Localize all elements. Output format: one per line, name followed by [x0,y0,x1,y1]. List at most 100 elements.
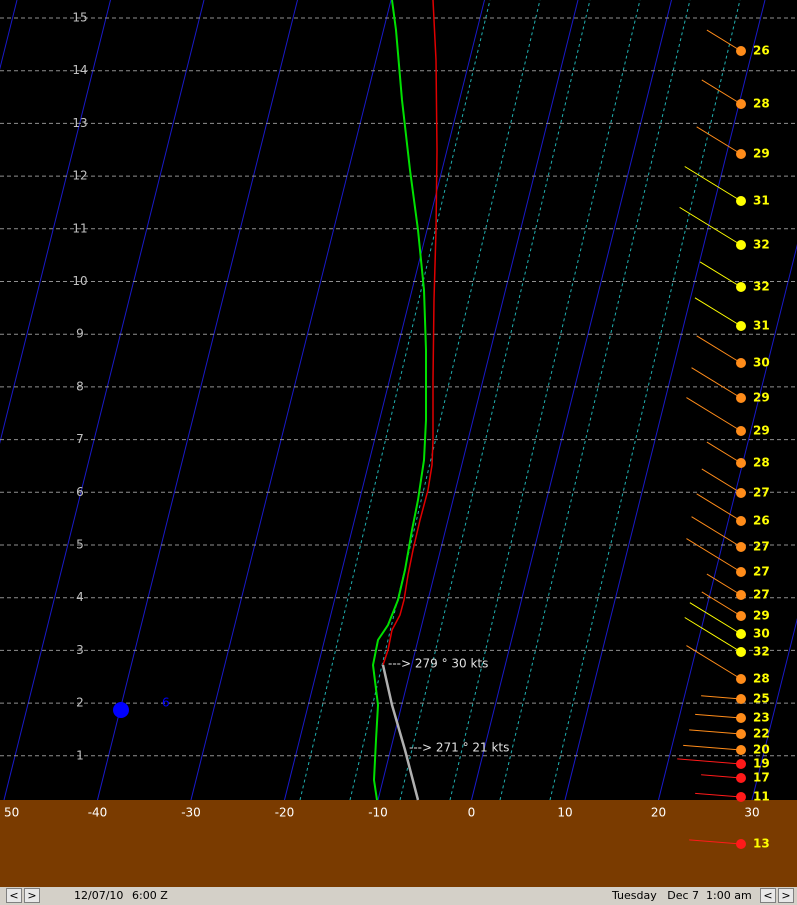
wind-marker [736,590,746,600]
isotherm [190,0,392,801]
wind-barb [686,538,742,573]
wind-marker [736,694,746,704]
wind-marker [736,542,746,552]
temperature-label: -20 [275,806,295,820]
wind-speed: 26 [753,514,770,528]
wind-barb [694,297,742,327]
wind-speed: 28 [753,456,770,470]
height-label: 13 [72,116,87,130]
temperature-label: -10 [368,806,388,820]
wind-barb [701,774,742,779]
wind-speed: 29 [753,147,770,161]
isotherm [564,0,766,801]
wind-barb [696,126,742,155]
wind-speed: 29 [753,424,770,438]
temperature-label: -40 [88,806,108,820]
isotherm [284,0,485,801]
wind-marker [736,759,746,769]
plot-background [0,0,797,800]
next-button[interactable]: > [778,888,794,903]
mixing-line [349,0,541,801]
height-label: 4 [76,590,84,604]
wind-barb [696,493,742,522]
local-time: Tuesday Dec 7 1:00 am [612,889,752,902]
temperature-label: 30 [744,806,759,820]
wind-barb [689,839,742,845]
mixing-line [399,0,591,801]
wind-speed: 19 [753,757,770,771]
wind-speed: 26 [753,44,770,58]
dewpoint-curve [371,0,427,801]
wind-marker [736,321,746,331]
wind-barb [679,206,742,246]
wind-marker [736,792,746,802]
mixing-line [499,0,691,801]
wind-column: 26 28 29 31 32 32 31 30 29 29 28 27 26 27 27 27 29 30 32 28… [677,29,770,851]
wind-speed: 20 [753,743,770,757]
wind-barb [683,744,742,751]
isotherm [751,617,797,801]
wind-speed: 27 [753,486,770,500]
wind-marker [736,46,746,56]
wind-speed: 13 [753,837,770,851]
temperature-label: 10 [557,806,572,820]
wind-barb [684,617,742,653]
isotherm [471,0,672,801]
wind-barb [686,397,742,432]
next-button[interactable]: > [24,888,40,903]
wind-annotation: ---> 279 ° 30 kts [388,657,488,671]
height-label: 6 [76,485,84,499]
wind-speed: 28 [753,672,770,686]
date: 12/07/10 [74,889,124,902]
wind-barb [686,645,742,680]
temperature-label: 0 [468,806,476,820]
wind-speed: 32 [753,280,770,294]
wind-barb [699,261,742,288]
height-label: 7 [76,432,84,446]
wind-marker [736,729,746,739]
height-label: 9 [76,327,84,341]
mixing-line [549,0,741,801]
isotherm [377,0,579,801]
wind-speed: 28 [753,97,770,111]
mixing-line [299,0,491,801]
wind-barb [691,367,742,399]
wind-speed: 23 [753,711,770,725]
wind-annotation: ---> 271 ° 21 kts [409,741,509,755]
time: 6:00 Z [132,889,168,902]
wind-marker [736,282,746,292]
wind-speed: 27 [753,540,770,554]
wind-speed: 27 [753,588,770,602]
wind-speed: 22 [753,727,770,741]
point-label: 6 [162,696,170,710]
wind-marker [736,773,746,783]
wind-marker [736,745,746,755]
wind-barb [706,573,742,596]
wind-barb [691,516,742,548]
wind-marker [736,358,746,368]
mixing-line [449,0,641,801]
wind-marker [736,674,746,684]
wind-marker [736,713,746,723]
wind-speed: 32 [753,645,770,659]
wind-barb [677,758,742,765]
surface-point [113,702,129,718]
hodograph-trace [381,664,420,801]
height-label: 5 [76,538,84,552]
wind-marker [736,611,746,621]
wind-marker [736,196,746,206]
wind-marker [736,240,746,250]
wind-marker [736,426,746,436]
height-label: 3 [76,643,84,657]
height-label: 8 [76,379,84,393]
wind-marker [736,458,746,468]
wind-barb [701,591,742,617]
prev-button[interactable]: < [760,888,776,903]
wind-speed: 32 [753,238,770,252]
wind-marker [736,839,746,849]
prev-button[interactable]: < [6,888,22,903]
isotherm [97,0,298,801]
height-label: 11 [72,221,87,235]
